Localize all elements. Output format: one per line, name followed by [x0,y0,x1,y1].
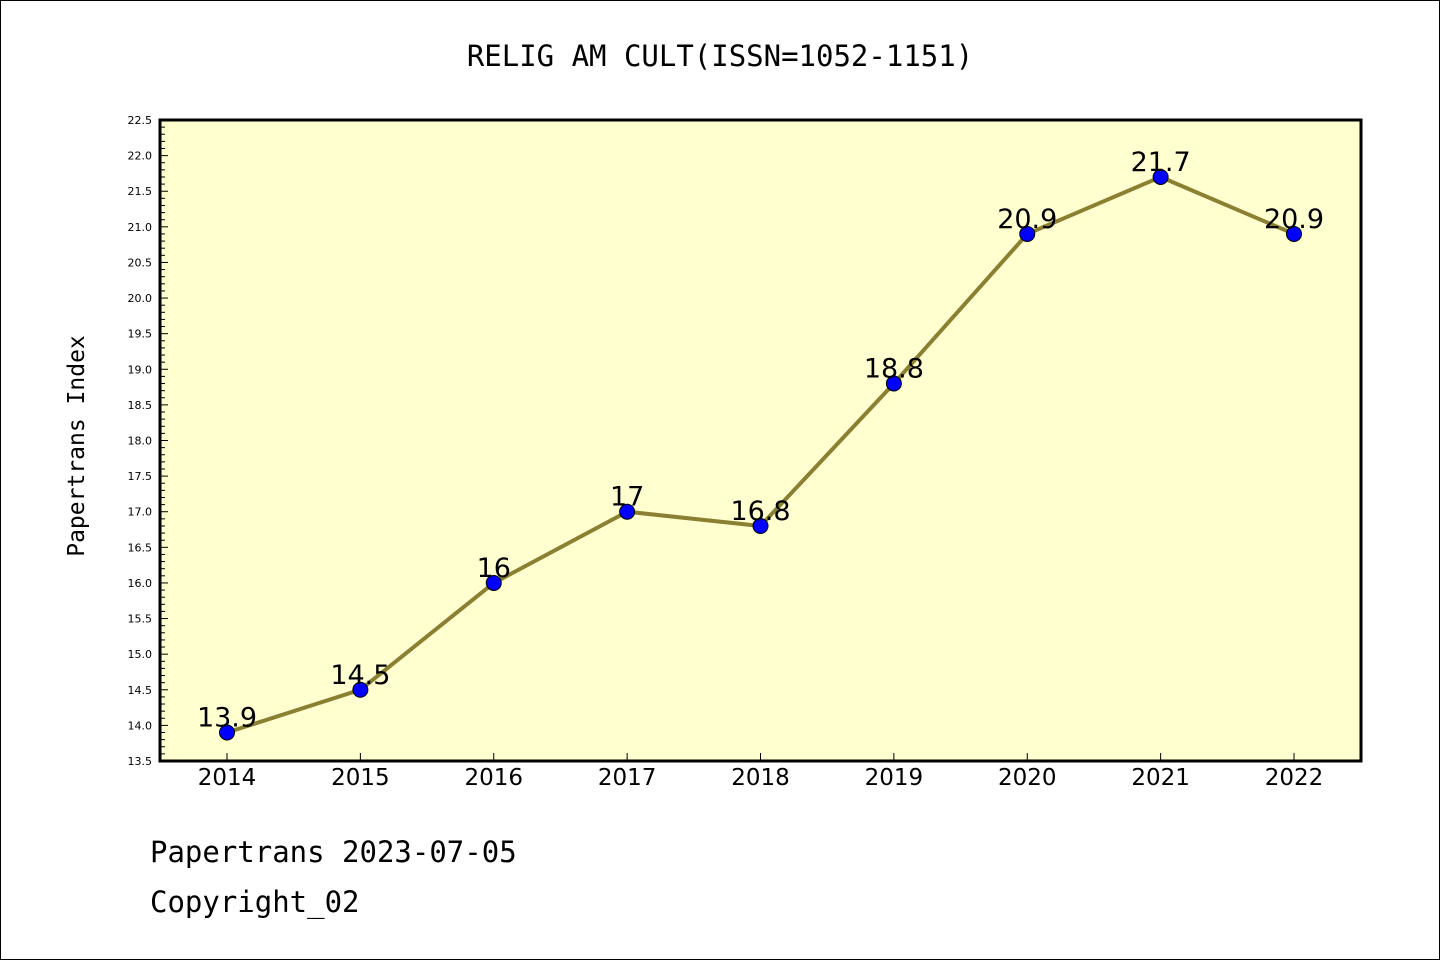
footer-date: Papertrans 2023-07-05 [150,835,517,869]
data-point [619,503,636,520]
y-tick-label: 18.0 [128,435,153,448]
plot-area [160,120,1361,761]
footer-copyright: Copyright_02 [150,885,360,919]
plot-border [158,118,1363,763]
data-label: 14.5 [330,660,390,691]
y-tick-label: 19.0 [128,363,153,376]
y-tick-label: 17.0 [128,506,153,519]
data-point [1019,225,1036,242]
x-tick-label: 2015 [331,765,390,791]
data-labels: 13.9 14.5 16 17 16.8 18.8 20.9 21.7 20.9 [197,147,1324,734]
data-point [485,574,502,591]
y-tick-labels: 13.5 14.0 14.5 15.0 15.5 16.0 16.5 17.0 17.5 18.0… [128,114,153,768]
x-tick-label: 2019 [865,765,924,791]
data-points [219,168,1302,741]
data-point [1152,168,1169,185]
data-point [352,681,369,698]
data-label: 16 [477,553,511,584]
y-tick-label: 19.5 [128,328,153,341]
data-point [752,517,769,534]
y-tick-label: 15.5 [128,613,153,626]
y-tick-label: 14.5 [128,684,153,697]
x-tick-label: 2016 [464,765,523,791]
y-tick-label: 18.5 [128,399,153,412]
x-tick-label: 2017 [598,765,657,791]
data-label: 18.8 [864,354,924,385]
data-label: 20.9 [1264,204,1324,235]
x-tick-labels: 2014 2015 2016 2017 2018 2019 2020 2021 2022 [198,765,1324,791]
x-tick-label: 2014 [198,765,257,791]
y-tick-label: 16.5 [128,541,153,554]
x-tick-label: 2020 [998,765,1057,791]
data-label: 17 [610,482,644,513]
data-label: 20.9 [997,204,1057,235]
y-tick-label: 21.0 [128,221,153,234]
x-tick-label: 2021 [1131,765,1190,791]
data-point [885,375,902,392]
y-tick-label: 22.5 [128,114,153,127]
y-tick-label: 20.5 [128,256,153,269]
data-label: 13.9 [197,703,257,734]
y-tick-label: 20.0 [128,292,153,305]
chart-title: RELIG AM CULT(ISSN=1052-1151) [467,39,973,73]
data-label: 16.8 [730,496,790,527]
data-point [1286,225,1302,242]
y-tick-label: 21.5 [128,185,153,198]
y-tick-label: 15.0 [128,648,153,661]
y-tick-label: 13.5 [128,755,153,768]
y-tick-label: 14.0 [128,719,153,732]
y-tick-label: 16.0 [128,577,153,590]
data-point [219,724,235,741]
x-tick-label: 2018 [731,765,790,791]
data-label: 21.7 [1131,147,1191,178]
x-tick-label: 2022 [1265,765,1324,791]
y-axis-label: Papertrans Index [64,335,90,557]
y-tick-label: 22.0 [128,150,153,163]
y-tick-label: 17.5 [128,470,153,483]
